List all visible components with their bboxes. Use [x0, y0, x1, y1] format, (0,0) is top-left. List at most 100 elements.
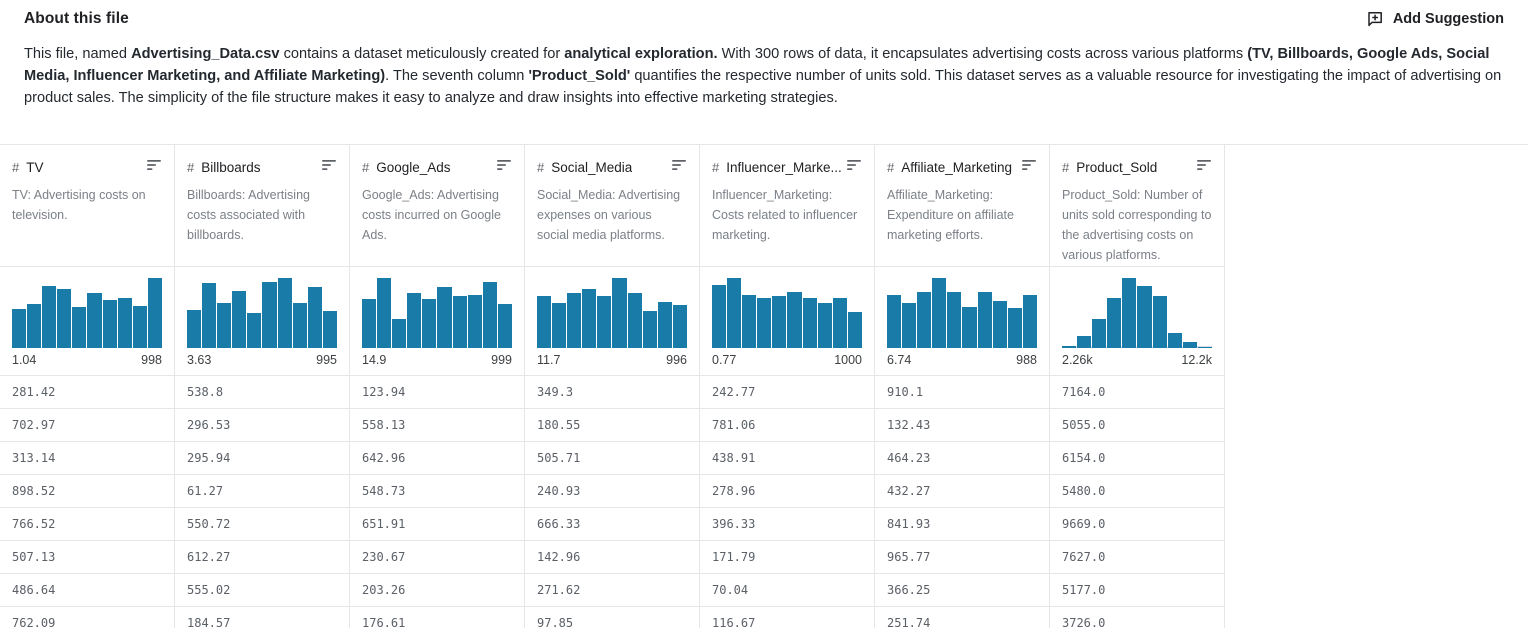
- column-header[interactable]: # Product_Sold Product_Sold: Number of u…: [1050, 145, 1224, 267]
- table-cell: 6154.0: [1050, 442, 1224, 475]
- histogram-bar: [887, 294, 902, 348]
- column-cells: 7164.0 5055.0 6154.0 5480.0 9669.0 7627.0 5177…: [1050, 376, 1224, 628]
- column-histogram[interactable]: 6.74 988: [875, 267, 1049, 376]
- column-histogram[interactable]: 1.04 998: [0, 267, 174, 376]
- histogram-bar: [307, 287, 322, 348]
- column-header[interactable]: # Billboards Billboards: Advertising cos…: [175, 145, 349, 267]
- histogram-bar: [672, 305, 687, 348]
- histogram-min-label: 1.04: [12, 353, 37, 367]
- table-cell: 558.13: [350, 409, 524, 442]
- histogram-bar: [902, 302, 917, 348]
- description-segment: quantifies the respective number of unit…: [24, 68, 1502, 106]
- histogram-labels: 6.74 988: [887, 353, 1037, 367]
- histogram-bar: [132, 306, 147, 348]
- table-cell: 5055.0: [1050, 409, 1224, 442]
- histogram-bar: [407, 293, 422, 348]
- table-cell: 97.85: [525, 607, 699, 628]
- column-sort-icon[interactable]: [671, 158, 687, 176]
- column-sort-icon[interactable]: [1021, 158, 1037, 176]
- column-sort-icon[interactable]: [146, 158, 162, 176]
- histogram-bar: [757, 297, 772, 348]
- histogram-bars: [712, 278, 862, 348]
- histogram-max-label: 996: [666, 353, 687, 367]
- column-name-row: # Affiliate_Marketing: [887, 158, 1037, 176]
- histogram-labels: 3.63 995: [187, 353, 337, 367]
- column-description: TV: Advertising costs on television.: [12, 188, 146, 222]
- table-cell: 70.04: [700, 574, 874, 607]
- numeric-type-icon: #: [187, 159, 195, 175]
- histogram-bar: [1137, 286, 1152, 348]
- table-cell: 612.27: [175, 541, 349, 574]
- histogram-bar: [1197, 346, 1212, 348]
- numeric-type-icon: #: [537, 159, 545, 175]
- table-cell: 438.91: [700, 442, 874, 475]
- column-description: Product_Sold: Number of units sold corre…: [1062, 188, 1212, 262]
- histogram-bar: [452, 295, 467, 348]
- column-histogram[interactable]: 11.7 996: [525, 267, 699, 376]
- column-header[interactable]: # Google_Ads Google_Ads: Advertising cos…: [350, 145, 524, 267]
- column-description: Billboards: Advertising costs associated…: [187, 188, 310, 242]
- histogram-bar: [992, 301, 1007, 348]
- column-cells: 910.1 132.43 464.23 432.27 841.93 965.77 366.2…: [875, 376, 1049, 628]
- histogram-bar: [187, 309, 202, 348]
- column-header[interactable]: # Social_Media Social_Media: Advertising…: [525, 145, 699, 267]
- histogram-bar: [72, 306, 87, 348]
- table-cell: 781.06: [700, 409, 874, 442]
- column-name: Product_Sold: [1076, 159, 1158, 175]
- table-cell: 396.33: [700, 508, 874, 541]
- column-histogram[interactable]: 2.26k 12.2k: [1050, 267, 1224, 376]
- table-cell: 123.94: [350, 376, 524, 409]
- histogram-bar: [232, 290, 247, 348]
- histogram-labels: 0.77 1000: [712, 353, 862, 367]
- add-suggestion-button[interactable]: Add Suggestion: [1366, 10, 1504, 28]
- column-header[interactable]: # Affiliate_Marketing Affiliate_Marketin…: [875, 145, 1049, 267]
- table-cell: 3726.0: [1050, 607, 1224, 628]
- column-sort-icon[interactable]: [846, 158, 862, 176]
- page-title: About this file: [24, 10, 129, 27]
- description-segment: (TV, Billboards, Google Ads, Social Medi…: [24, 46, 1490, 84]
- column-histogram[interactable]: 14.9 999: [350, 267, 524, 376]
- table-cell: 116.67: [700, 607, 874, 628]
- numeric-type-icon: #: [12, 159, 20, 175]
- table-cell: 278.96: [700, 475, 874, 508]
- histogram-bar: [292, 302, 307, 348]
- histogram-bar: [392, 318, 407, 348]
- histogram-bar: [597, 296, 612, 348]
- histogram-bar: [962, 307, 977, 348]
- histogram-bars: [887, 278, 1037, 348]
- histogram-bar: [1122, 278, 1137, 348]
- column-header[interactable]: # Influencer_Marke... Influencer_Marketi…: [700, 145, 874, 267]
- table-cell: 349.3: [525, 376, 699, 409]
- table-cell: 5480.0: [1050, 475, 1224, 508]
- column-sort-icon[interactable]: [321, 158, 337, 176]
- histogram-bar: [917, 292, 932, 348]
- histogram-max-label: 1000: [834, 353, 862, 367]
- column-sort-icon[interactable]: [496, 158, 512, 176]
- histogram-bar: [247, 313, 262, 348]
- numeric-type-icon: #: [712, 159, 720, 175]
- histogram-bar: [712, 285, 727, 348]
- table-cell: 548.73: [350, 475, 524, 508]
- file-description: This file, named Advertising_Data.csv co…: [0, 43, 1528, 109]
- column-description: Affiliate_Marketing: Expenditure on affi…: [887, 188, 1014, 242]
- table-columns: # TV TV: Advertising costs on television…: [0, 145, 1528, 628]
- column-histogram[interactable]: 0.77 1000: [700, 267, 874, 376]
- histogram-bar: [847, 312, 862, 348]
- column-histogram[interactable]: 3.63 995: [175, 267, 349, 376]
- histogram-bar: [832, 297, 847, 348]
- table-cell: 242.77: [700, 376, 874, 409]
- histogram-bar: [377, 278, 392, 348]
- column-sort-icon[interactable]: [1196, 158, 1212, 176]
- histogram-bar: [1022, 294, 1037, 348]
- column-header[interactable]: # TV TV: Advertising costs on television…: [0, 145, 174, 267]
- column-name: Social_Media: [551, 159, 633, 175]
- histogram-bar: [817, 303, 832, 348]
- histogram-bar: [422, 299, 437, 348]
- histogram-bar: [12, 308, 27, 348]
- histogram-bar: [497, 303, 512, 348]
- table-cell: 538.8: [175, 376, 349, 409]
- histogram-bar: [802, 297, 817, 348]
- table-cell: 762.09: [0, 607, 174, 628]
- column-name-row: # Influencer_Marke...: [712, 158, 862, 176]
- description-segment: This file, named: [24, 46, 132, 62]
